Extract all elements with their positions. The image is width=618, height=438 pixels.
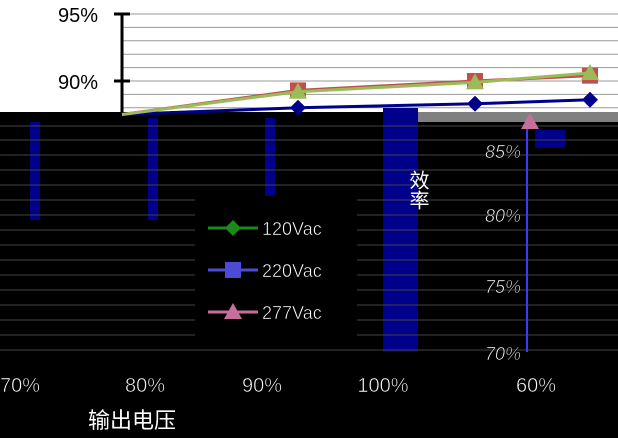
y-tick-label-90: 90%: [58, 72, 98, 94]
data-point: [581, 63, 599, 80]
y-tick-label-85: 85%: [485, 142, 521, 162]
glitch-band: [418, 112, 618, 122]
series-line: [121, 98, 591, 116]
data-point: [289, 82, 307, 99]
glitch-bar: [265, 118, 275, 205]
glitch-bar: [148, 118, 158, 220]
y-tick-label-95: 95%: [58, 5, 98, 27]
data-point: [467, 95, 483, 112]
data-point: [290, 99, 306, 116]
x-tick-label: 70%: [0, 375, 40, 397]
data-point: [225, 262, 241, 278]
gridlines: [0, 13, 618, 352]
series-line: [121, 71, 591, 116]
data-point: [225, 220, 241, 236]
series-120Vac: [121, 91, 598, 116]
y-axis-title: 效率: [406, 170, 430, 210]
y-tick-label-75: 75%: [485, 277, 521, 297]
data-point: [224, 303, 242, 319]
x-axis: 70% 80% 90% 100% 60%: [0, 375, 557, 398]
legend: 120Vac 220Vac 277Vac: [195, 196, 357, 342]
series-277Vac: [121, 63, 599, 116]
x-tick-label: 100%: [357, 375, 408, 397]
data-point: [521, 113, 539, 129]
x-tick-label: 80%: [125, 375, 165, 397]
y-tick-label-80: 80%: [485, 206, 521, 226]
x-tick-label: 60%: [516, 375, 556, 397]
data-point: [466, 73, 484, 90]
plot-upper-background: [0, 0, 618, 112]
y-tick-label-70: 70%: [485, 344, 521, 364]
legend-label: 120Vac: [262, 219, 322, 239]
legend-label: 220Vac: [262, 261, 322, 281]
series-layer: [121, 63, 599, 129]
data-point: [582, 91, 598, 108]
x-tick-label: 90%: [242, 375, 282, 397]
glitch-bar: [535, 130, 565, 148]
glitch-bar: [30, 122, 40, 220]
legend-label: 277Vac: [262, 303, 322, 323]
x-axis-title: 输出电压: [88, 409, 176, 434]
